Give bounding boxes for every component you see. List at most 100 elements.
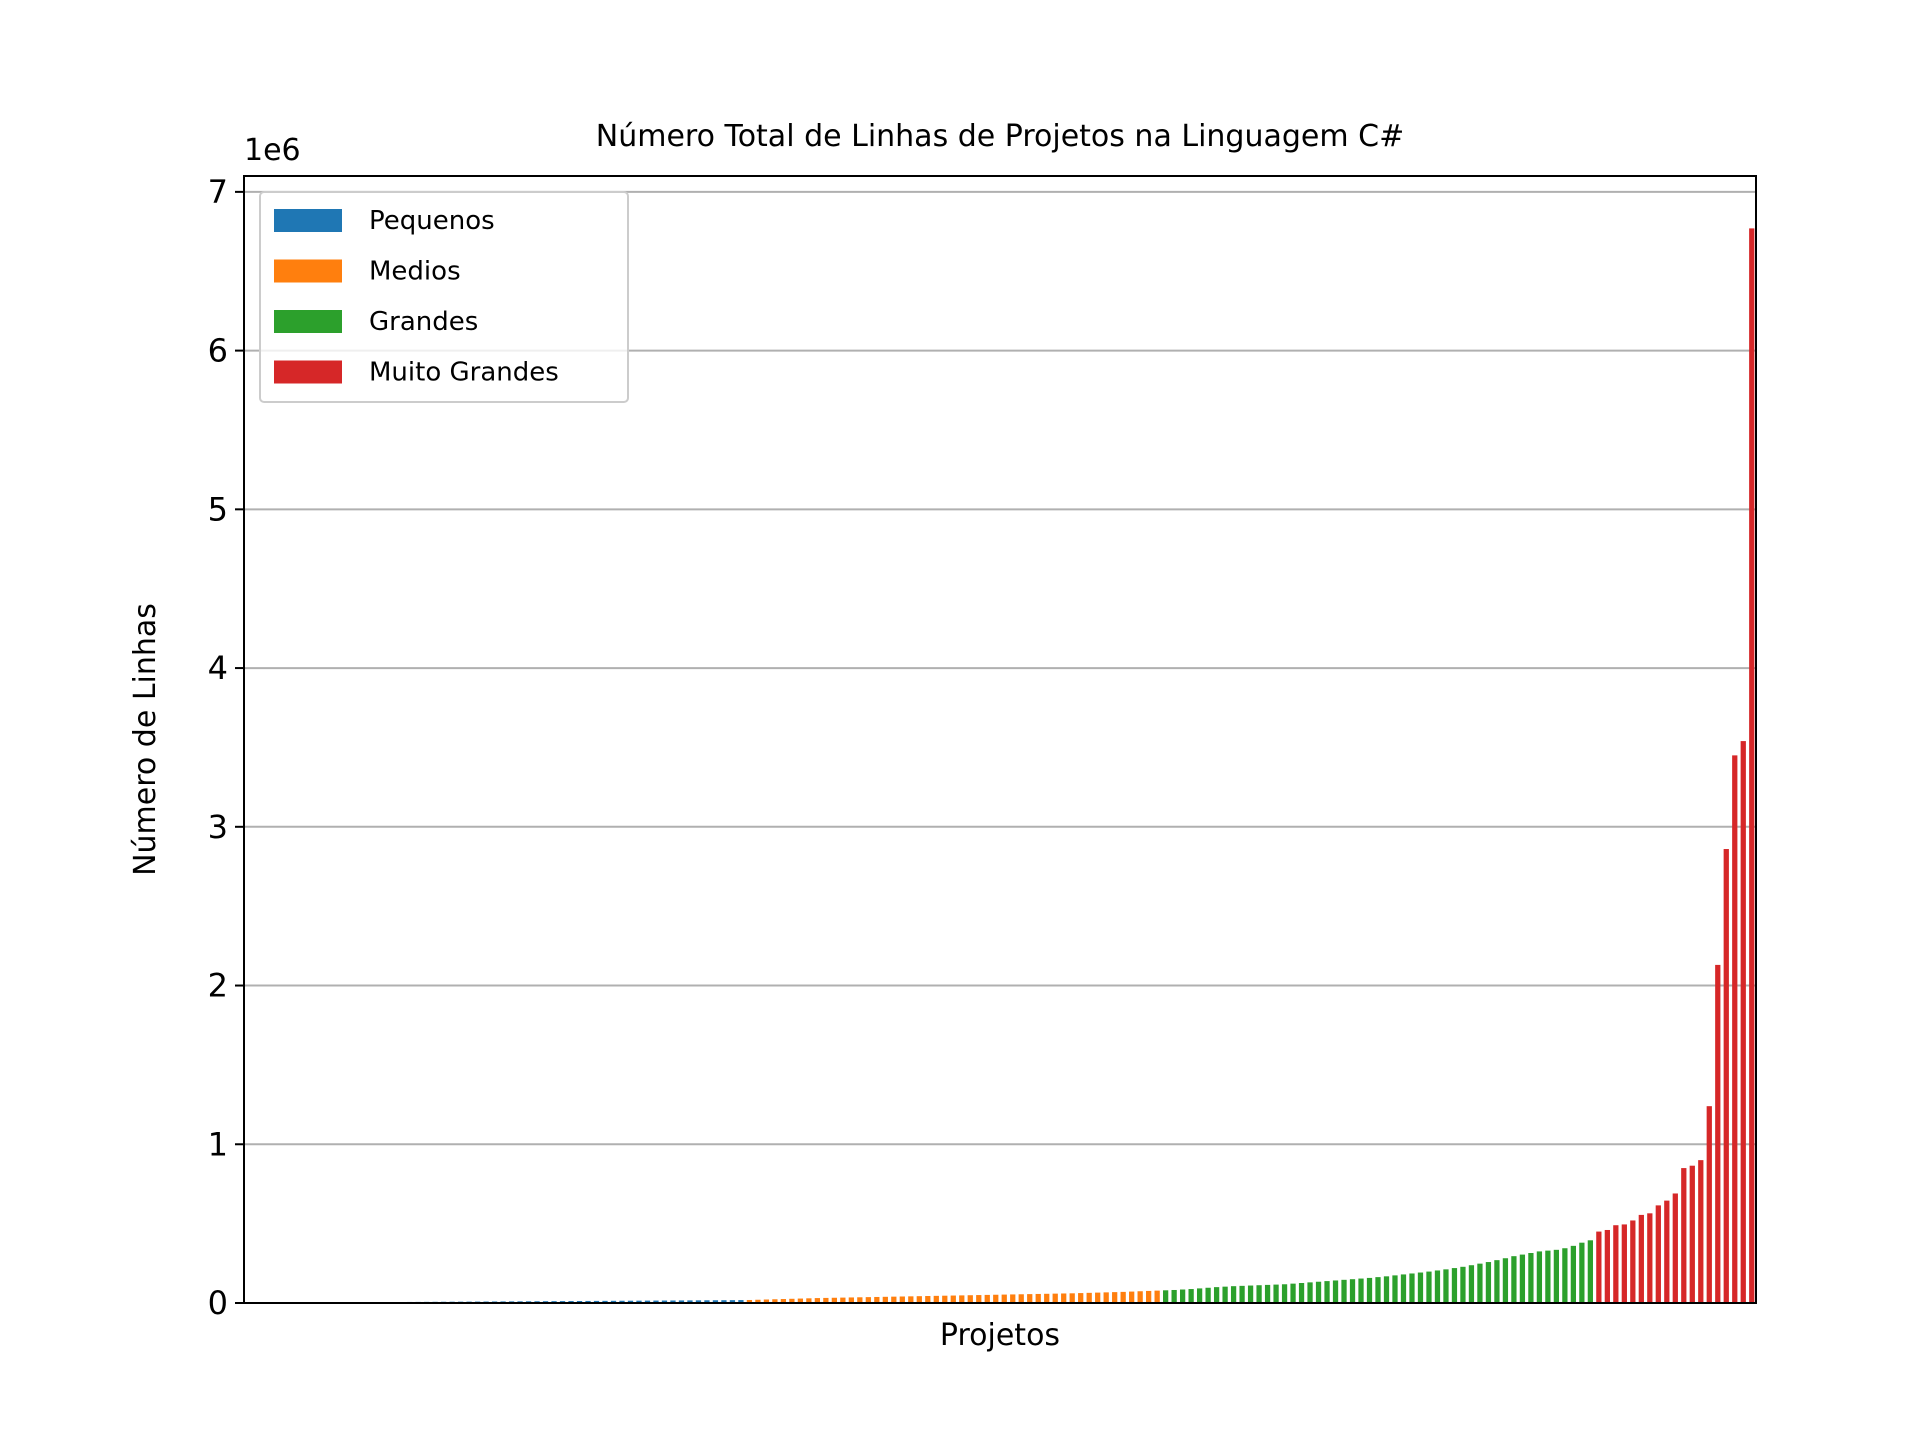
bar [721,1300,727,1303]
bar [755,1299,761,1303]
bar [857,1297,863,1303]
bar [1112,1292,1118,1303]
bar [1281,1284,1288,1303]
bar [1383,1276,1390,1303]
bar [806,1298,812,1303]
bar [1366,1277,1373,1303]
bar [1451,1268,1458,1303]
bar [950,1295,956,1303]
bar [993,1294,999,1303]
bar [1086,1292,1092,1303]
bar [1027,1294,1033,1303]
bar [1587,1240,1593,1303]
bar [1426,1271,1432,1303]
bar [1392,1275,1398,1303]
legend-label-pequenos: Pequenos [369,206,495,236]
bar [1723,849,1729,1303]
bar [636,1300,642,1303]
bar [1205,1287,1211,1303]
bar [1596,1231,1602,1303]
bar [1154,1290,1160,1303]
bar [1179,1289,1186,1303]
bar [848,1297,854,1303]
bar [1545,1250,1551,1303]
bar [1171,1289,1177,1303]
bar [670,1300,676,1303]
bar [1230,1286,1237,1303]
bar [1146,1290,1152,1303]
bar [1332,1280,1339,1303]
bar [823,1297,829,1303]
bar [695,1300,702,1303]
bar [763,1299,770,1303]
bar [619,1300,625,1303]
y-offset-label: 1e6 [244,133,301,168]
bar [1477,1263,1483,1303]
bar [1358,1278,1364,1303]
bar [746,1299,753,1303]
bar [1010,1294,1016,1303]
y-tick-label: 2 [208,967,228,1005]
bar [1095,1292,1101,1303]
bar [1502,1258,1509,1303]
bar [1222,1286,1228,1303]
bar [1740,741,1746,1303]
bar [984,1294,990,1303]
bars [245,228,1755,1304]
bar [1375,1277,1381,1303]
bar [874,1296,880,1303]
bar [1103,1292,1109,1303]
bar [1528,1252,1534,1303]
bar [1120,1291,1126,1303]
bar [1562,1248,1568,1303]
bar [1018,1294,1024,1303]
bar [585,1300,591,1303]
bar [1035,1293,1041,1303]
y-tick-label: 6 [208,332,228,370]
x-axis-label: Projetos [940,1318,1060,1353]
bar [1188,1289,1194,1303]
bar [797,1298,804,1303]
bar [1570,1245,1577,1303]
bar [1613,1225,1619,1303]
bar [908,1296,914,1303]
legend-swatch-pequenos [274,209,342,232]
y-tick-label: 5 [208,490,228,528]
bar [1069,1293,1075,1303]
bar [1604,1229,1610,1303]
bar [925,1296,931,1303]
bar [959,1295,965,1303]
bar [1129,1291,1135,1303]
bar [627,1300,634,1303]
bar [610,1300,617,1303]
bar [780,1299,787,1303]
bar [1485,1262,1492,1303]
bar [1519,1254,1526,1303]
bar [1460,1266,1466,1303]
y-tick-label: 3 [208,808,228,846]
bar [789,1298,795,1303]
bar [1044,1293,1050,1303]
bar [1511,1256,1517,1303]
chart-title: Número Total de Linhas de Projetos na Li… [596,119,1404,154]
bar [1689,1165,1695,1303]
bar [729,1300,736,1303]
bar [882,1296,888,1303]
bar [1239,1285,1245,1303]
legend: Pequenos Medios Grandes Muito Grandes [259,191,629,403]
bar [1715,964,1721,1303]
bar [814,1298,821,1303]
y-ticks: 0 1 2 3 4 5 6 7 [208,173,244,1322]
bar [1290,1283,1296,1303]
bar [1213,1287,1220,1303]
bar [1579,1242,1585,1303]
bar [976,1295,982,1303]
bar [899,1296,905,1303]
bar [865,1297,871,1303]
bar [738,1300,744,1303]
bar [1001,1294,1007,1303]
bar [772,1299,778,1303]
y-tick-label: 4 [208,649,228,687]
bar [967,1295,973,1303]
